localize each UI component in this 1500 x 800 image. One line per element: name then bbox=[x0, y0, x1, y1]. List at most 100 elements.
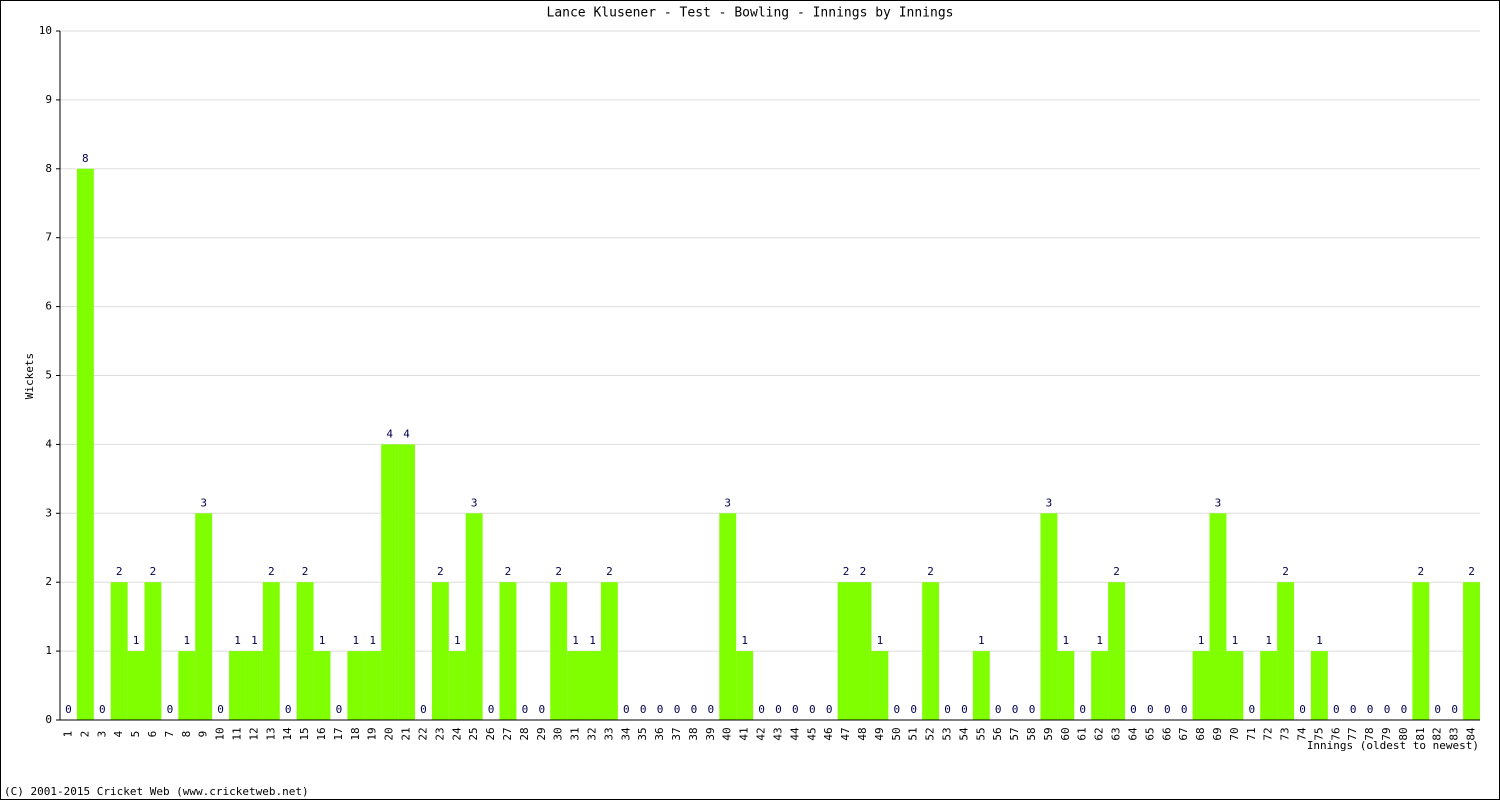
value-label: 1 bbox=[234, 634, 241, 647]
x-tick-label: 36 bbox=[653, 727, 666, 740]
x-tick-label: 55 bbox=[974, 727, 987, 740]
bar bbox=[144, 582, 162, 720]
x-tick-label: 9 bbox=[197, 731, 210, 738]
bar bbox=[854, 582, 872, 720]
bar bbox=[195, 513, 213, 720]
x-tick-label: 15 bbox=[298, 727, 311, 740]
value-label: 1 bbox=[978, 634, 985, 647]
value-label: 2 bbox=[1113, 565, 1120, 578]
bar bbox=[1108, 582, 1125, 720]
x-tick-label: 25 bbox=[467, 727, 480, 740]
value-label: 0 bbox=[1248, 703, 1255, 716]
bar bbox=[1412, 582, 1430, 720]
value-label: 0 bbox=[691, 703, 698, 716]
value-label: 3 bbox=[471, 496, 478, 509]
value-label: 1 bbox=[1063, 634, 1070, 647]
bar bbox=[871, 651, 889, 720]
x-tick-label: 8 bbox=[180, 731, 193, 738]
bar bbox=[837, 582, 855, 720]
x-tick-label: 6 bbox=[146, 731, 159, 738]
bar bbox=[398, 444, 415, 720]
x-tick-label: 74 bbox=[1296, 727, 1309, 741]
bar bbox=[364, 651, 382, 720]
value-label: 0 bbox=[995, 703, 1002, 716]
x-tick-label: 61 bbox=[1076, 727, 1089, 740]
value-label: 0 bbox=[167, 703, 174, 716]
x-tick-label: 39 bbox=[704, 727, 717, 740]
x-tick-label: 65 bbox=[1143, 727, 1156, 740]
x-tick-label: 10 bbox=[214, 727, 227, 740]
value-label: 0 bbox=[758, 703, 765, 716]
x-tick-label: 53 bbox=[941, 727, 954, 740]
value-label: 0 bbox=[488, 703, 495, 716]
x-tick-label: 3 bbox=[95, 731, 108, 738]
value-label: 1 bbox=[251, 634, 258, 647]
value-label: 2 bbox=[505, 565, 512, 578]
y-tick-label: 7 bbox=[45, 231, 52, 244]
x-tick-label: 31 bbox=[569, 727, 582, 740]
value-label: 0 bbox=[285, 703, 292, 716]
bar bbox=[347, 651, 365, 720]
value-label: 2 bbox=[150, 565, 157, 578]
x-tick-label: 78 bbox=[1363, 727, 1376, 740]
bar bbox=[567, 651, 585, 720]
x-tick-label: 67 bbox=[1177, 727, 1190, 740]
value-label: 0 bbox=[420, 703, 427, 716]
value-label: 0 bbox=[809, 703, 816, 716]
x-tick-label: 22 bbox=[416, 727, 429, 740]
value-label: 1 bbox=[183, 634, 190, 647]
x-tick-label: 59 bbox=[1042, 727, 1055, 740]
value-label: 1 bbox=[353, 634, 360, 647]
bar bbox=[431, 582, 449, 720]
bar bbox=[550, 582, 568, 720]
bar bbox=[448, 651, 466, 720]
bar bbox=[178, 651, 196, 720]
x-tick-label: 4 bbox=[112, 730, 125, 737]
bar bbox=[1040, 513, 1058, 720]
x-tick-label: 60 bbox=[1059, 727, 1072, 740]
value-label: 1 bbox=[369, 634, 376, 647]
value-label: 3 bbox=[724, 496, 731, 509]
x-tick-label: 58 bbox=[1025, 727, 1038, 740]
value-label: 0 bbox=[674, 703, 681, 716]
x-tick-label: 44 bbox=[788, 727, 801, 741]
x-tick-label: 5 bbox=[129, 731, 142, 738]
x-tick-label: 68 bbox=[1194, 727, 1207, 740]
x-tick-label: 81 bbox=[1414, 727, 1427, 740]
value-label: 3 bbox=[1215, 496, 1222, 509]
bar bbox=[262, 582, 280, 720]
bar bbox=[245, 651, 263, 720]
bar bbox=[600, 582, 618, 720]
chart-title: Lance Klusener - Test - Bowling - Inning… bbox=[547, 6, 954, 21]
value-label: 2 bbox=[268, 565, 275, 578]
value-label: 0 bbox=[910, 703, 917, 716]
bar bbox=[1277, 582, 1295, 720]
x-tick-label: 7 bbox=[163, 731, 176, 738]
value-label: 2 bbox=[437, 565, 444, 578]
x-tick-label: 1 bbox=[61, 731, 74, 738]
bar bbox=[1226, 651, 1244, 720]
x-tick-label: 37 bbox=[670, 727, 683, 740]
x-axis-label: Innings (oldest to newest) bbox=[1307, 739, 1479, 752]
bar bbox=[922, 582, 940, 720]
bar bbox=[1463, 582, 1480, 720]
value-label: 0 bbox=[1350, 703, 1357, 716]
bar bbox=[127, 651, 145, 720]
value-label: 0 bbox=[1130, 703, 1137, 716]
x-tick-label: 29 bbox=[535, 727, 548, 740]
x-tick-label: 77 bbox=[1346, 727, 1359, 740]
x-tick-label: 12 bbox=[247, 727, 260, 740]
x-tick-label: 13 bbox=[264, 727, 277, 740]
value-label: 2 bbox=[843, 565, 850, 578]
x-tick-label: 32 bbox=[586, 727, 599, 740]
value-label: 0 bbox=[1147, 703, 1154, 716]
x-tick-label: 70 bbox=[1228, 727, 1241, 740]
value-label: 0 bbox=[1384, 703, 1391, 716]
x-tick-label: 19 bbox=[366, 727, 379, 740]
x-tick-label: 24 bbox=[450, 727, 463, 741]
value-label: 1 bbox=[1265, 634, 1272, 647]
x-tick-label: 66 bbox=[1160, 727, 1173, 740]
x-tick-label: 26 bbox=[484, 727, 497, 740]
value-label: 0 bbox=[657, 703, 664, 716]
